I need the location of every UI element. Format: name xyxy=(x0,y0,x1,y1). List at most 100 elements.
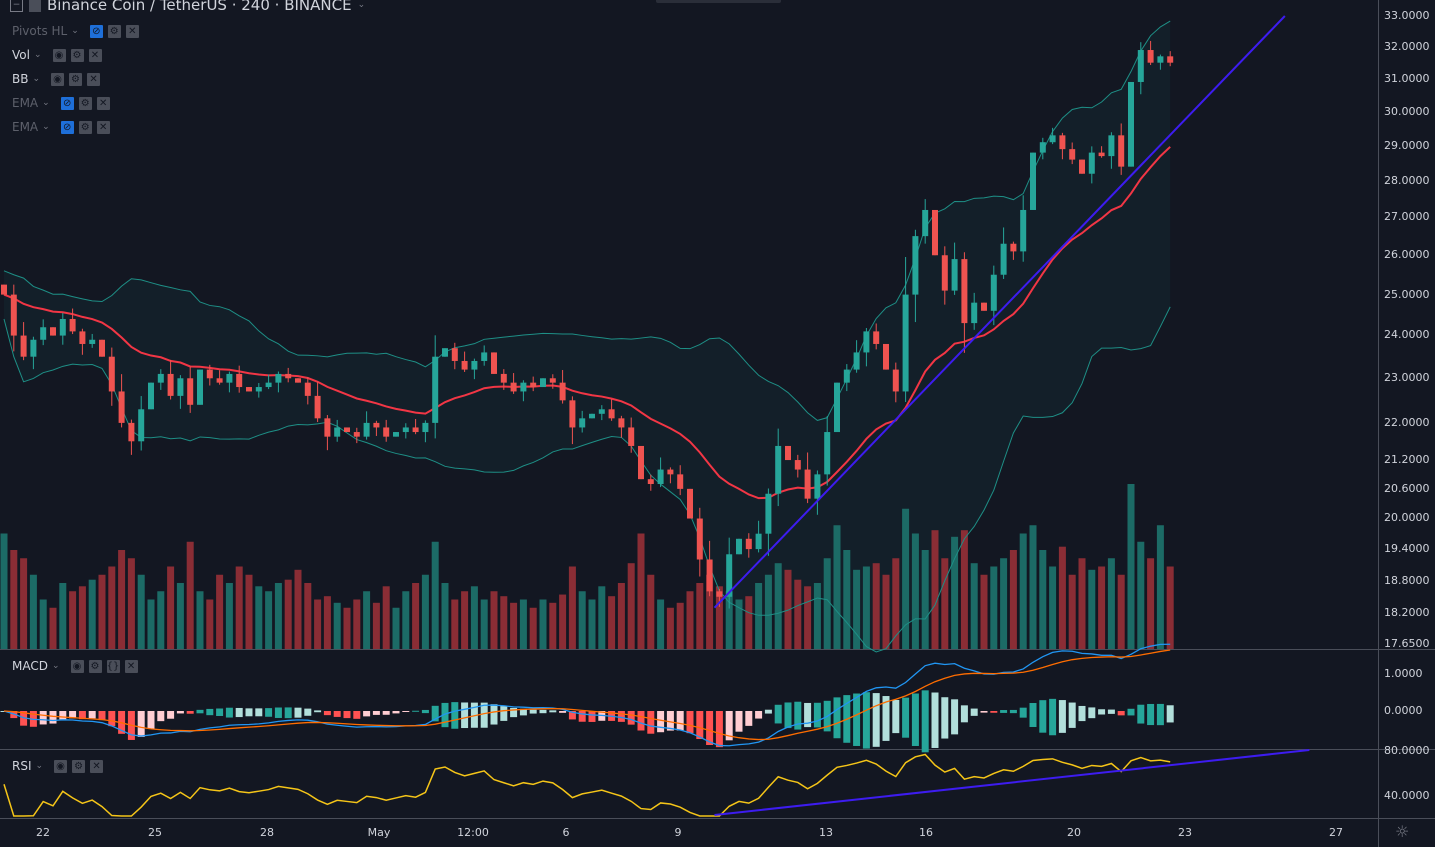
chevron-down-icon[interactable]: ⌄ xyxy=(32,74,41,84)
volume-bar xyxy=(39,599,47,649)
candle xyxy=(961,252,968,353)
macd-histogram-bar xyxy=(588,711,596,722)
close-icon[interactable]: ✕ xyxy=(90,759,104,773)
candle xyxy=(187,366,194,413)
candle xyxy=(755,520,762,553)
candle xyxy=(1128,81,1134,167)
candle xyxy=(1059,132,1066,160)
candle-body xyxy=(834,382,840,433)
close-icon[interactable]: ✕ xyxy=(125,24,139,38)
top-toolbar-handle[interactable] xyxy=(656,0,781,3)
close-icon[interactable]: ✕ xyxy=(87,72,101,86)
volume-bar xyxy=(10,550,18,649)
hidden-eye-icon[interactable]: ⊘ xyxy=(60,120,74,134)
candle xyxy=(500,369,507,390)
gear-icon[interactable]: ⚙ xyxy=(69,72,83,86)
candle xyxy=(677,465,684,496)
candle-body xyxy=(59,318,66,336)
volume-bar xyxy=(647,574,655,649)
candle xyxy=(628,417,635,453)
settings-gear-icon[interactable]: ☼ xyxy=(1395,822,1410,841)
indicator-macd[interactable]: MACD ⌄ ◉ ⚙ {} ✕ xyxy=(12,659,138,673)
signal-line xyxy=(3,649,1171,741)
volume-bar xyxy=(774,563,782,649)
collapse-icon[interactable]: − xyxy=(10,0,23,12)
gear-icon[interactable]: ⚙ xyxy=(107,24,121,38)
close-icon[interactable]: ✕ xyxy=(88,48,102,62)
candle xyxy=(451,342,458,370)
hidden-eye-icon[interactable]: ⊘ xyxy=(89,24,103,38)
chevron-down-icon[interactable]: ⌄ xyxy=(35,761,44,771)
chevron-down-icon[interactable]: ⌄ xyxy=(71,26,79,36)
volume-bar xyxy=(88,579,96,649)
price-tick-label: 30.0000 xyxy=(1384,105,1430,118)
candle-body xyxy=(638,445,644,480)
gear-icon[interactable]: ⚙ xyxy=(72,759,86,773)
price-tick-label: 29.0000 xyxy=(1384,139,1430,152)
candle xyxy=(804,452,811,504)
indicator-label: Pivots HL xyxy=(12,24,68,38)
volume-bar xyxy=(353,599,361,649)
candle xyxy=(736,538,742,555)
indicator-bb[interactable]: BB ⌄ ◉ ⚙ ✕ xyxy=(12,72,101,86)
chevron-down-icon[interactable]: ⌄ xyxy=(42,122,50,132)
chevron-down-icon[interactable]: ⌄ xyxy=(357,0,366,10)
chevron-down-icon[interactable]: ⌄ xyxy=(51,661,60,671)
indicator-pivots[interactable]: Pivots HL ⌄ ⊘ ⚙ ✕ xyxy=(12,24,139,38)
symbol-header[interactable]: − Binance Coin / TetherUS · 240 · BINANC… xyxy=(10,0,371,14)
gear-icon[interactable]: ⚙ xyxy=(88,659,102,673)
candle xyxy=(1000,227,1007,279)
eye-icon[interactable]: ◉ xyxy=(51,72,65,86)
macd-histogram-bar xyxy=(1117,711,1125,716)
time-tick-label: 20 xyxy=(1067,826,1081,839)
close-icon[interactable]: ✕ xyxy=(96,120,110,134)
gear-icon[interactable]: ⚙ xyxy=(78,120,92,134)
candle xyxy=(1010,241,1017,260)
braces-icon[interactable]: {} xyxy=(106,659,120,673)
macd-histogram-bar xyxy=(500,706,508,721)
eye-icon[interactable]: ◉ xyxy=(70,659,84,673)
indicator-vol[interactable]: Vol ⌄ ◉ ⚙ ✕ xyxy=(12,48,102,62)
candle-body xyxy=(1079,159,1085,174)
candle xyxy=(559,370,566,404)
gear-icon[interactable]: ⚙ xyxy=(78,96,92,110)
chevron-down-icon[interactable]: ⌄ xyxy=(33,50,42,60)
candle-body xyxy=(755,533,762,550)
eye-icon[interactable]: ◉ xyxy=(54,759,68,773)
volume-bar xyxy=(911,533,919,649)
bollinger-upper xyxy=(3,20,1171,421)
candle-body xyxy=(167,373,174,396)
macd-histogram-bar xyxy=(1019,707,1027,718)
gear-icon[interactable]: ⚙ xyxy=(70,48,84,62)
volume-bar xyxy=(637,533,645,649)
macd-histogram-bar xyxy=(1000,710,1008,713)
macd-line xyxy=(3,643,1171,747)
macd-histogram-bar xyxy=(1107,709,1115,714)
macd-histogram-bar xyxy=(539,709,547,714)
volume-bar xyxy=(568,566,576,649)
candle-body xyxy=(344,427,350,433)
volume-bar xyxy=(519,599,527,649)
eye-icon[interactable]: ◉ xyxy=(52,48,66,62)
macd-histogram-bar xyxy=(284,707,292,719)
indicator-ema-1[interactable]: EMA ⌄ ⊘ ⚙ ✕ xyxy=(12,96,110,110)
indicator-ema-2[interactable]: EMA ⌄ ⊘ ⚙ ✕ xyxy=(12,120,110,134)
chevron-down-icon[interactable]: ⌄ xyxy=(42,98,50,108)
volume-bar xyxy=(578,591,586,649)
macd-histogram-bar xyxy=(196,709,204,714)
candle xyxy=(432,335,439,439)
macd-histogram-bar xyxy=(647,711,655,734)
candle-body xyxy=(1000,243,1007,275)
volume-bar xyxy=(147,599,155,649)
close-icon[interactable]: ✕ xyxy=(96,96,110,110)
candle-body xyxy=(304,382,311,396)
candle-body xyxy=(971,302,978,324)
candle xyxy=(794,454,801,478)
indicator-rsi[interactable]: RSI ⌄ ◉ ⚙ ✕ xyxy=(12,759,104,773)
volume-bar xyxy=(794,579,802,649)
candle-body xyxy=(236,373,243,388)
macd-histogram-bar xyxy=(235,707,243,718)
hidden-eye-icon[interactable]: ⊘ xyxy=(60,96,74,110)
close-icon[interactable]: ✕ xyxy=(124,659,138,673)
